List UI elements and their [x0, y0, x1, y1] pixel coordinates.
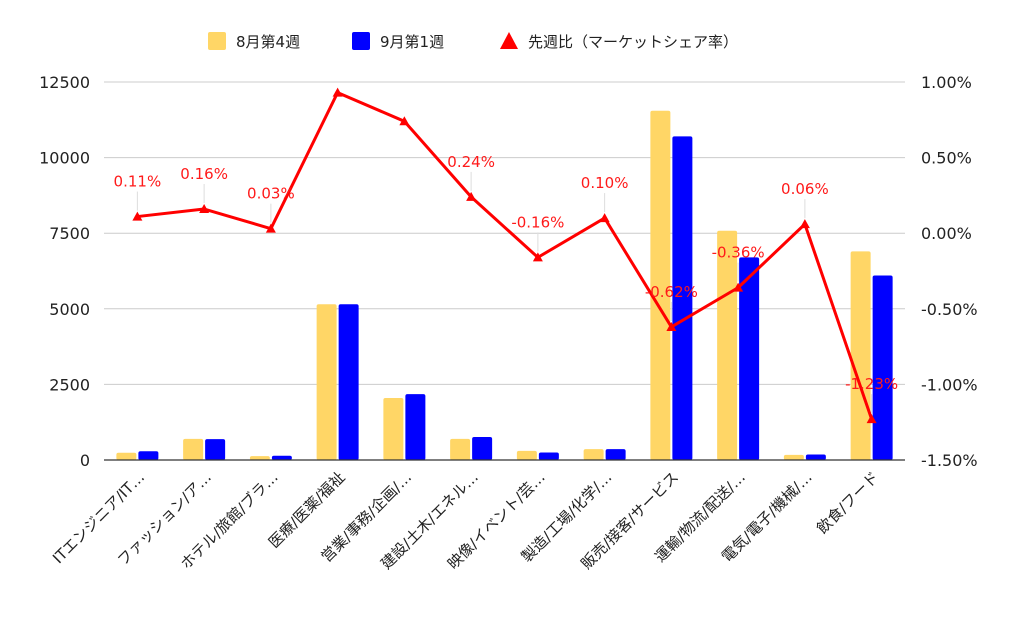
right-tick-label: 1.00% [921, 73, 972, 92]
data-label: 0.11% [114, 173, 162, 191]
bar-week1-sep [405, 394, 426, 460]
legend-label: 先週比（マーケットシェア率） [528, 33, 738, 51]
right-tick-label: 0.00% [921, 224, 972, 243]
bar-week4-aug [783, 454, 804, 460]
right-tick-label: 0.50% [921, 149, 972, 168]
share-point [532, 252, 543, 262]
bar-week1-sep [739, 257, 760, 460]
share-point [799, 219, 810, 229]
data-label: -0.62% [645, 283, 698, 301]
share-line: 0.11% 0.16% 0.03% 0.24% -0.16% 0.10% -0.62% -0.… [114, 87, 898, 424]
bar-week1-sep [138, 451, 159, 460]
bar-week1-sep [271, 455, 292, 460]
bar-week1-sep [205, 439, 226, 460]
share-point [132, 211, 143, 221]
bar-week1-sep [672, 136, 693, 460]
data-label: 0.10% [581, 174, 629, 192]
right-tick-label: -0.50% [921, 300, 978, 319]
share-point [265, 223, 276, 233]
data-label: 0.06% [781, 180, 829, 198]
right-tick-label: -1.00% [921, 375, 978, 394]
left-tick-label: 2500 [49, 375, 90, 394]
data-label: -0.16% [511, 213, 564, 231]
share-point [399, 116, 410, 126]
gridlines [104, 81, 905, 385]
bar-week4-aug [316, 304, 337, 460]
share-point [466, 191, 477, 201]
left-tick-label: 7500 [49, 224, 90, 243]
share-point [332, 87, 343, 97]
legend-swatch-share [500, 32, 518, 49]
left-axis-ticks: 0 2500 5000 7500 10000 12500 [39, 73, 90, 470]
data-label: -1.23% [845, 375, 898, 393]
bar-week1-sep [605, 449, 626, 460]
bar-week4-aug [717, 230, 738, 460]
share-point [666, 321, 677, 331]
right-axis-ticks: -1.50% -1.00% -0.50% 0.00% 0.50% 1.00% [921, 73, 978, 470]
bar-week4-aug [850, 251, 871, 460]
left-tick-label: 10000 [39, 149, 90, 168]
bar-week4-aug [116, 452, 137, 460]
bar-week4-aug [516, 450, 537, 460]
legend-swatch-week1-sep [352, 32, 370, 50]
bar-week1-sep [538, 452, 559, 460]
bar-week4-aug [650, 110, 671, 460]
data-label: -0.36% [712, 244, 765, 262]
bar-week4-aug [383, 398, 404, 460]
bar-week1-sep [805, 454, 826, 460]
category-labels: ITエンジニア/IT…ファッション/ア…ホテル/旅館/ブラ…医療/医薬/福祉営業… [49, 468, 882, 573]
share-point [866, 414, 877, 424]
category-label: 飲食/フード [813, 468, 882, 537]
data-label: 0.16% [180, 165, 228, 183]
bar-week4-aug [583, 449, 604, 460]
data-label: 0.24% [447, 153, 495, 171]
bar-week1-sep [872, 275, 893, 460]
right-tick-label: -1.50% [921, 451, 978, 470]
bar-week4-aug [450, 438, 471, 460]
share-line-path [137, 91, 874, 420]
bar-week1-sep [338, 304, 359, 460]
left-tick-label: 5000 [49, 300, 90, 319]
bar-week4-aug [183, 438, 204, 460]
bar-week4-aug [249, 456, 270, 460]
share-point [733, 282, 744, 292]
left-tick-label: 12500 [39, 73, 90, 92]
left-tick-label: 0 [80, 451, 90, 470]
bars [116, 110, 893, 460]
share-point [599, 213, 610, 223]
legend: 8月第4週 9月第1週 先週比（マーケットシェア率） [208, 32, 738, 51]
legend-swatch-week4-aug [208, 32, 226, 50]
legend-label: 8月第4週 [236, 33, 300, 51]
legend-label: 9月第1週 [380, 33, 444, 51]
bar-week1-sep [472, 437, 493, 460]
share-point [199, 204, 210, 214]
data-label: 0.03% [247, 185, 295, 203]
